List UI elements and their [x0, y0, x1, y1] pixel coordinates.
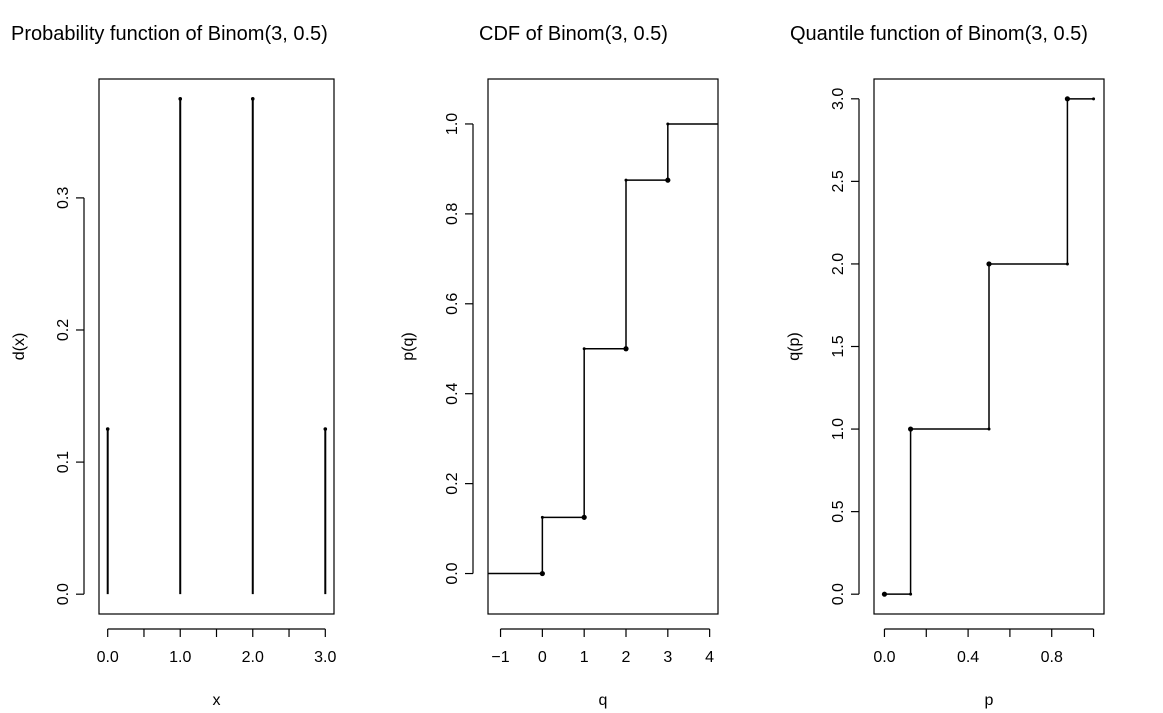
quantile-point — [986, 261, 992, 267]
y-tick-label: 0.6 — [444, 293, 461, 315]
plot-frame — [487, 78, 719, 615]
cdf-point — [666, 122, 670, 126]
y-tick-label: 0.2 — [444, 472, 461, 494]
cdf-point — [624, 178, 628, 182]
y-tick-label: 0.4 — [444, 382, 461, 404]
x-axis-label: p — [985, 692, 994, 709]
quantile-point — [881, 591, 888, 597]
x-tick-label: 0.4 — [957, 649, 979, 666]
y-tick-label: 0.0 — [55, 583, 72, 605]
y-tick-label: 3.0 — [830, 88, 847, 110]
x-tick-label: 0.0 — [873, 649, 895, 666]
x-tick-label: 0 — [538, 649, 547, 666]
series-marks — [488, 122, 718, 577]
y-tick-label: 0.5 — [830, 500, 847, 522]
y-tick-label: 0.3 — [55, 187, 72, 209]
y-tick-label: 2.0 — [830, 253, 847, 275]
cdf-point — [581, 514, 587, 520]
x-tick-label: 2 — [622, 649, 631, 666]
x-tick-label: 0.0 — [97, 649, 119, 666]
y-tick-label: 1.0 — [830, 418, 847, 440]
probability-point — [323, 427, 328, 431]
y-tick-label: 0.1 — [55, 451, 72, 473]
cdf-point — [623, 346, 629, 352]
y-axis-label: p(q) — [400, 332, 417, 360]
quantile-point — [1064, 96, 1071, 102]
y-axis-label: q(p) — [786, 332, 803, 360]
cdf-point — [540, 515, 544, 519]
y-tick-label: 0.0 — [830, 583, 847, 605]
x-tick-label: 3 — [663, 649, 672, 666]
quantile-point — [1092, 97, 1096, 101]
chart-panel-2: CDF of Binom(3, 0.5) −1 0 1 2 3 4 0.0 0.2 0.4 0.6 0… — [400, 23, 719, 709]
chart-title: Probability function of Binom(3, 0.5) — [11, 23, 328, 45]
cdf-point — [582, 347, 586, 351]
x-tick-label: 2.0 — [242, 649, 264, 666]
x-axis-label: q — [599, 692, 608, 709]
series-marks — [881, 96, 1096, 597]
plot-frame — [873, 78, 1105, 615]
x-axis-label: x — [213, 692, 221, 709]
series-marks — [105, 97, 328, 595]
x-tick-label: 3.0 — [314, 649, 336, 666]
quantile-point — [907, 426, 914, 432]
cdf-point — [539, 570, 545, 577]
chart-title: Quantile function of Binom(3, 0.5) — [790, 23, 1088, 45]
x-tick-label: 0.8 — [1041, 649, 1063, 666]
probability-point — [178, 97, 183, 101]
probability-point — [105, 427, 110, 431]
chart-panel-3: Quantile function of Binom(3, 0.5) 0.0 0.4… — [786, 23, 1105, 709]
y-axis-label: d(x) — [11, 333, 28, 361]
probability-point — [250, 97, 255, 101]
chart-title: CDF of Binom(3, 0.5) — [479, 23, 668, 45]
y-tick-label: 0.8 — [444, 203, 461, 225]
y-tick-label: 2.5 — [830, 170, 847, 192]
chart-panel-1: Probability function of Binom(3, 0.5) 0.0… — [11, 23, 337, 709]
x-tick-label: 1 — [580, 649, 589, 666]
x-tick-label: 1.0 — [169, 649, 191, 666]
y-tick-label: 1.5 — [830, 335, 847, 357]
x-tick-label: 4 — [705, 649, 714, 666]
x-tick-label: −1 — [491, 649, 509, 666]
y-tick-label: 0.0 — [444, 562, 461, 584]
y-tick-label: 1.0 — [444, 113, 461, 135]
cdf-point — [665, 177, 671, 183]
y-tick-label: 0.2 — [55, 319, 72, 341]
plot-frame — [98, 78, 335, 615]
